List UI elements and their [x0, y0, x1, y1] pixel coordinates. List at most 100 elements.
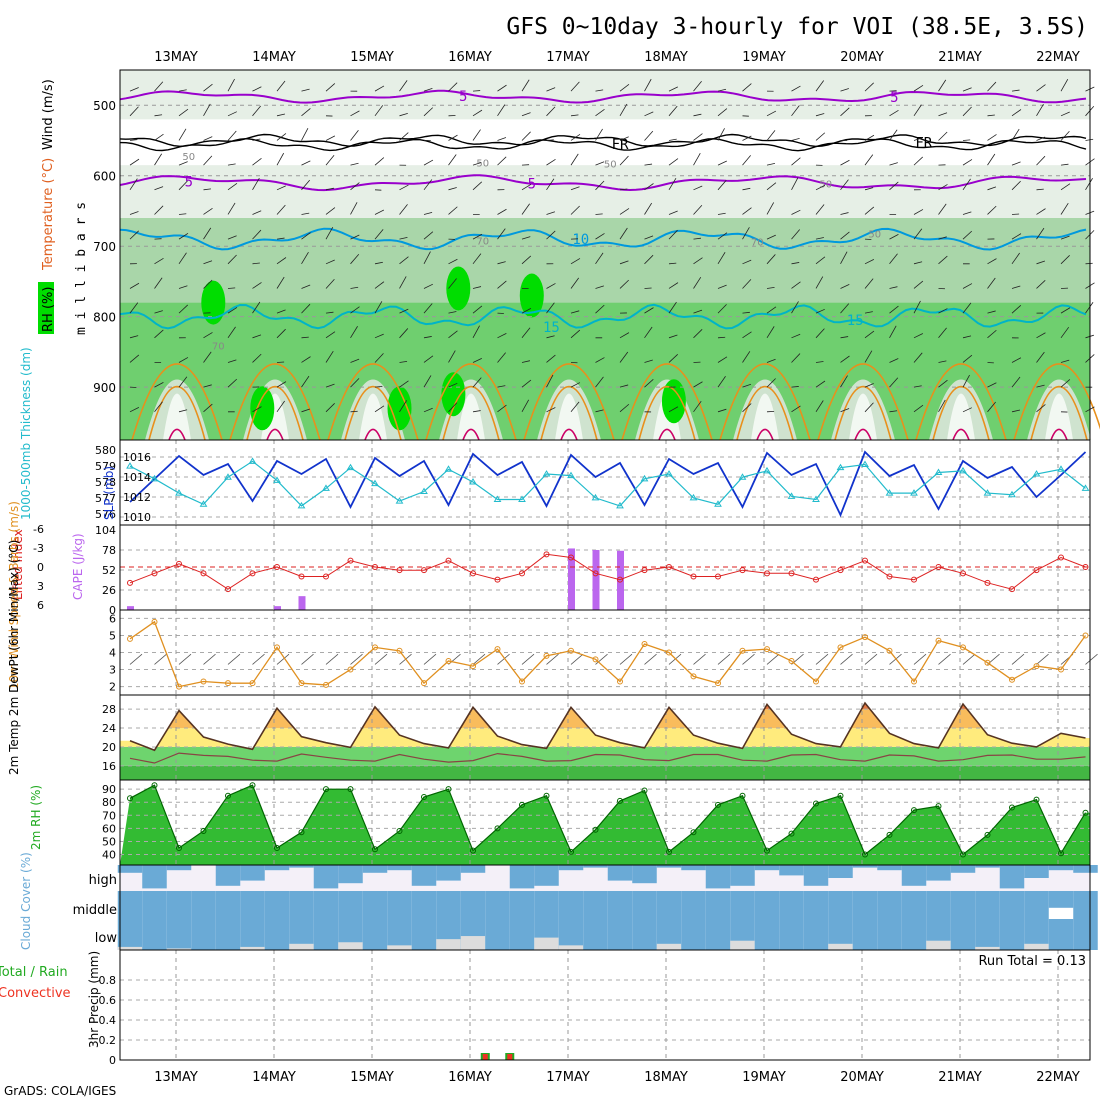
wind-barb: [693, 276, 702, 289]
wind-barb: [154, 153, 163, 166]
middle-cloud-bar: [215, 891, 241, 919]
wind-barb: [472, 305, 483, 314]
rh-contour-label: 50: [604, 160, 617, 171]
rh-line-point: [813, 800, 819, 807]
temp-contour-30: [952, 428, 970, 441]
wind-barb: [497, 333, 507, 339]
date-label-bottom: 16MAY: [448, 1070, 492, 1085]
middle-cloud-bar: [926, 891, 951, 919]
low-cloud-bg: [901, 919, 927, 950]
high-cloud-bar: [1024, 865, 1049, 878]
wind-barb: [693, 113, 702, 117]
wind-barb: [815, 256, 826, 265]
temp-contour-25: [540, 386, 598, 441]
rh-contour-label: 50: [819, 179, 832, 190]
wind-barb: [619, 188, 628, 191]
thickness-tick-label: 576: [95, 508, 116, 521]
wind-barb: [815, 237, 824, 240]
wind-barb: [864, 187, 874, 191]
thickness-line-point: [469, 478, 477, 485]
wind-barb: [178, 161, 188, 166]
rh-mid-layer: [120, 218, 1090, 303]
rh-line-point: [715, 801, 721, 808]
high-cloud-bar: [901, 865, 927, 886]
wind-barb: [472, 233, 483, 240]
wind-barb: [619, 403, 630, 413]
temp-contour-30: [560, 428, 578, 441]
rh-line-point: [886, 831, 893, 838]
wind-barb: [938, 203, 947, 215]
wind-barb: [717, 408, 727, 413]
panel-frame-precip: [119, 949, 1091, 1061]
low-cloud-bg: [975, 919, 1000, 950]
lifted-index-line-point: [862, 557, 868, 564]
wind-barb: [791, 333, 801, 339]
low-cloud-bg: [779, 919, 804, 950]
temp-contour-minus5: [119, 89, 1087, 104]
wind-barb: [129, 87, 139, 92]
wind-speed-line-point: [641, 640, 648, 647]
rh-line-point: [1082, 809, 1089, 816]
wind-barb: [423, 336, 432, 339]
surface-wind-barb: [301, 653, 314, 665]
wind-barb: [962, 407, 972, 413]
high-cloud-bar: [166, 865, 192, 871]
wind-barb: [913, 280, 924, 289]
wind-barb: [1085, 262, 1093, 265]
wind-barb: [129, 335, 139, 339]
middle-cloud-bar: [583, 891, 608, 919]
wind-barb: [717, 212, 726, 215]
wind-barb: [227, 254, 237, 265]
middle-cloud-bar: [632, 891, 657, 919]
wind-barb: [301, 128, 309, 141]
rh-line-point: [421, 794, 427, 800]
wind-barb: [791, 262, 800, 265]
wind-speed-line-point: [862, 634, 868, 641]
wind-barb: [227, 287, 236, 289]
wind-barb: [374, 281, 385, 289]
wind-barb: [1060, 255, 1070, 265]
wind-barb: [129, 302, 139, 314]
wind-barb: [448, 258, 458, 265]
low-cloud-bg: [387, 919, 412, 950]
wind-barb: [472, 181, 483, 191]
surface-wind-barb: [154, 653, 167, 665]
wind-barb: [595, 409, 604, 413]
surface-wind-barb: [570, 653, 584, 665]
thickness-line-point: [787, 492, 796, 499]
wind-barb: [717, 336, 726, 339]
wind-barb: [889, 325, 897, 339]
wind-barb: [399, 380, 409, 388]
low-cloud-bar: [1024, 943, 1049, 950]
high-cloud-bar: [803, 865, 829, 886]
cape-bar: [617, 550, 624, 610]
rh-line-point: [666, 848, 672, 855]
wind-barb: [840, 283, 850, 289]
wind-speed-line-point: [617, 678, 623, 685]
wind-tick-label: 5: [109, 629, 116, 642]
wind-barb: [913, 261, 923, 265]
wind-barb: [423, 179, 433, 191]
middle-cloud-bar: [509, 891, 535, 919]
precip-tick-label: 0.6: [99, 994, 117, 1007]
lifted-index-line-point: [1009, 586, 1015, 593]
wind-barb: [619, 103, 628, 117]
saturated-rh-blob: [441, 372, 466, 417]
middle-cloud-bar: [730, 891, 755, 919]
middle-cloud-bar: [313, 891, 339, 919]
wind-barb: [938, 131, 948, 141]
wind-barb: [521, 183, 532, 191]
wind-barb: [644, 202, 653, 215]
wind-barb: [203, 83, 213, 92]
slp-tick-label: 1014: [123, 471, 151, 484]
wind-barb: [962, 335, 972, 339]
low-cloud-bar: [240, 946, 265, 950]
wind-barb: [595, 357, 605, 363]
lifted-index-line-point: [470, 570, 476, 577]
saturated-rh-blob: [250, 386, 275, 431]
rh-tick-label: 80: [102, 796, 116, 809]
wind-barb: [448, 330, 458, 339]
rh-line-point: [984, 831, 991, 838]
wind-barb: [742, 259, 752, 265]
surface-wind-barb: [693, 653, 706, 665]
